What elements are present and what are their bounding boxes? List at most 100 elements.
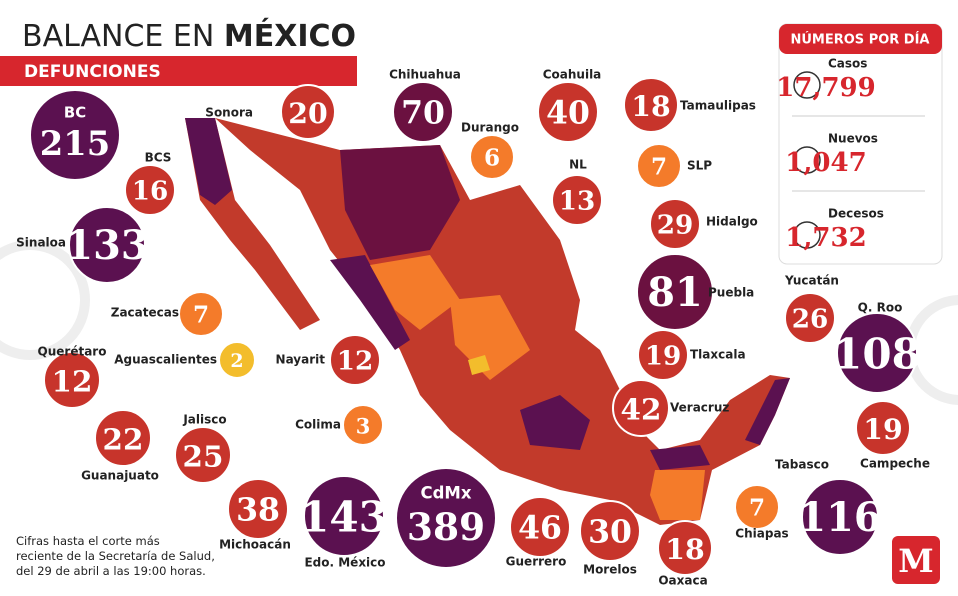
state-value: 389 [407,505,485,549]
bubble [392,81,454,143]
state-name: Guerrero [506,555,567,569]
state-value: 25 [183,439,224,474]
bubble [303,475,385,557]
panel-value: 1,047 [785,148,866,178]
state-name: Morelos [583,563,637,577]
bubble [124,164,176,216]
state-name: Nayarit [276,353,326,367]
state-value: 22 [103,422,144,457]
panel-label: Decesos [828,207,884,221]
state-value: 133 [65,223,148,269]
state-value: 116 [798,495,881,541]
subtitle-band [0,56,357,86]
state-value: 18 [631,89,670,123]
title-light: BALANCE EN [22,19,214,54]
state-name: Tamaulipas [680,99,756,113]
state-value: 19 [645,341,682,372]
state-name: Q. Roo [858,301,903,315]
state-name: Chiapas [735,527,788,541]
bubble [784,292,836,344]
bubble [174,426,232,484]
baja-north [185,118,232,205]
footnote-line: Cifras hasta el corte más [16,534,160,548]
panel-icon [793,221,821,249]
bubble [855,400,911,456]
state-name: Aguascalientes [114,353,217,367]
state-value: 143 [300,493,388,542]
state-name: Campeche [860,457,930,471]
panel-value: 1,732 [785,223,866,253]
bubble [280,84,336,140]
state-value: 38 [236,492,280,529]
panel: NÚMEROS POR DÍA Casos 17,799 Nuevos 1,047 De… [776,23,943,265]
bubble [329,334,381,386]
state-name: Tabasco [775,458,829,472]
state-value: 81 [647,270,703,316]
bubble [68,206,146,284]
qroo-shape [745,378,790,445]
bubble [218,341,256,379]
state-name: Colima [295,418,341,432]
state-value: 2 [230,350,243,372]
logo: M [898,542,933,580]
panel-icon [793,146,821,174]
bubble [509,496,571,558]
state-name: Durango [461,121,519,135]
bubble [612,379,670,437]
bubble [469,134,515,180]
footnote: Cifras hasta el corte más reciente de la … [16,534,215,578]
state-value: 70 [401,95,445,132]
panel-label: Casos [828,57,867,71]
state-name: Yucatán [784,274,839,288]
bubble [395,467,497,569]
bubble [43,351,101,409]
map [185,118,790,525]
panel-value: 17,799 [776,73,876,103]
bubble [636,143,682,189]
bubble [551,174,603,226]
panel-label: Nuevos [828,132,878,146]
state-name: BC [64,104,86,122]
state-name: Hidalgo [706,215,758,229]
state-name: Zacatecas [111,306,179,320]
state-value: 29 [657,210,694,241]
state-value: 215 [40,123,110,163]
state-value: 46 [518,510,562,547]
center-shape [450,295,530,380]
bubble [227,478,289,540]
state-name: Jalisco [182,413,226,427]
state-name: Oaxaca [658,574,707,588]
state-name: SLP [687,159,712,173]
state-value: 20 [288,96,327,130]
bubble [734,484,780,530]
state-value: 26 [792,304,829,335]
chihuahua-shape [340,145,460,260]
bubble [623,77,679,133]
state-value: 108 [833,330,921,379]
ags-shape [468,355,490,375]
footnote-line: del 29 de abril a las 19:00 horas. [16,564,206,578]
bubble [94,409,152,467]
bubble [537,81,599,143]
state-name: Chihuahua [389,68,461,82]
title: BALANCE EN MÉXICO [22,18,356,54]
bubble [801,478,879,556]
state-value: 30 [588,514,632,551]
bubble [178,291,224,337]
bubble [657,520,713,576]
state-value: 18 [665,532,704,566]
state-name: Sonora [205,106,253,120]
state-value: 42 [621,392,662,427]
subtitle: DEFUNCIONES [24,62,161,82]
bubble [636,253,714,331]
state-value: 7 [651,154,667,181]
panel-icon [793,71,821,99]
state-value: 6 [484,145,500,172]
bubble [637,329,689,381]
state-name: Sinaloa [16,236,66,250]
state-name: CdMx [421,484,472,503]
state-value: 19 [863,412,902,446]
footnote-line: reciente de la Secretaría de Salud, [16,549,215,563]
state-value: 40 [546,95,590,132]
